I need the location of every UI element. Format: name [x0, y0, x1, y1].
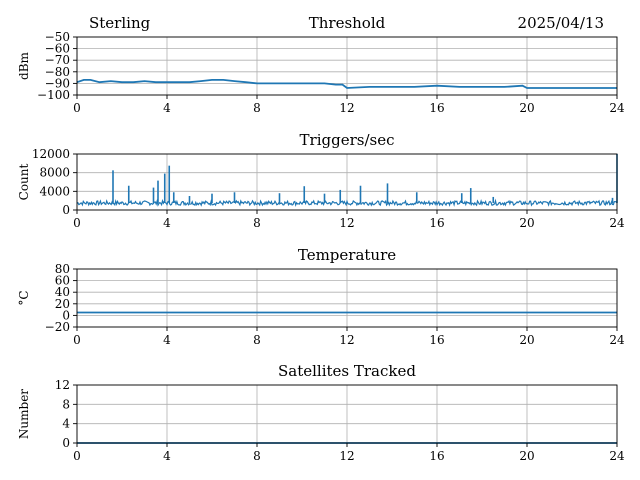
panel-0: 0 4 8 12 16 20 24 −100−90−80−70−60−50 Threshold d…: [17, 14, 625, 115]
y-tick-label: 80: [55, 262, 70, 276]
series-line-0: [76, 79, 617, 89]
y-tick-label: 4000: [39, 184, 70, 198]
x-tick-label: 8: [253, 216, 261, 230]
x-tick-label: 0: [73, 216, 81, 230]
x-tick-label: 20: [519, 333, 534, 347]
station-label: Sterling: [89, 14, 151, 32]
y-axis-label: dBm: [17, 51, 31, 80]
x-tick-label: 16: [429, 216, 444, 230]
x-tick-label: 8: [253, 101, 261, 115]
y-tick-label: −50: [45, 30, 70, 44]
x-tick-label: 4: [163, 216, 171, 230]
y-tick-label: 20: [55, 297, 70, 311]
x-tick-label: 24: [609, 449, 625, 463]
y-tick-label: −90: [45, 76, 70, 90]
x-tick-label: 4: [163, 101, 171, 115]
y-tick-label: 12000: [32, 147, 70, 161]
y-tick-label: 0: [62, 203, 70, 217]
y-axis-label: Number: [17, 389, 31, 439]
x-tick-label: 20: [519, 449, 534, 463]
x-tick-label: 4: [163, 333, 171, 347]
x-tick-label: 16: [429, 101, 444, 115]
y-tick-label: 60: [55, 274, 70, 288]
x-tick-label: 24: [609, 101, 625, 115]
y-axis-label: °C: [17, 290, 31, 305]
y-tick-label: −60: [45, 42, 70, 56]
y-tick-label: 40: [55, 285, 70, 299]
x-tick-label: 24: [609, 333, 625, 347]
x-tick-label: 12: [339, 101, 354, 115]
y-tick-label: 12: [55, 378, 70, 392]
x-tick-label: 16: [429, 333, 444, 347]
y-tick-label: −20: [45, 320, 70, 334]
x-tick-label: 12: [339, 333, 354, 347]
y-tick-label: −80: [45, 65, 70, 79]
chart-title: Triggers/sec: [300, 131, 395, 149]
x-tick-label: 0: [73, 333, 81, 347]
x-tick-label: 8: [253, 333, 261, 347]
y-tick-label: 0: [62, 308, 70, 322]
panels: 0 4 8 12 16 20 24 −100−90−80−70−60−50 Threshold d…: [17, 14, 625, 463]
panel-3: 0 4 8 12 16 20 24 0 4 8 12 Satellites Tracked Number: [17, 362, 625, 463]
y-tick-label: 4: [62, 417, 70, 431]
x-tick-label: 0: [73, 101, 81, 115]
chart-title: Temperature: [298, 246, 396, 264]
x-tick-label: 12: [339, 449, 354, 463]
chart-title: Satellites Tracked: [278, 362, 416, 380]
x-tick-label: 20: [519, 101, 534, 115]
date-label: 2025/04/13: [518, 14, 604, 32]
y-tick-label: −100: [37, 88, 70, 102]
x-tick-label: 20: [519, 216, 534, 230]
panel-1: 0 4 8 12 16 20 24 0 4000 8000 12000 Triggers/sec Cou…: [17, 131, 625, 230]
y-tick-label: 8000: [39, 166, 70, 180]
y-tick-label: −70: [45, 53, 70, 67]
x-tick-label: 0: [73, 449, 81, 463]
x-tick-label: 12: [339, 216, 354, 230]
series-baseline: [76, 198, 618, 207]
x-tick-label: 16: [429, 449, 444, 463]
chart-title: Threshold: [309, 14, 386, 32]
x-tick-label: 24: [609, 216, 625, 230]
y-tick-label: 8: [62, 397, 70, 411]
y-axis-label: Count: [17, 163, 31, 200]
y-tick-label: 0: [62, 436, 70, 450]
x-tick-label: 4: [163, 449, 171, 463]
x-tick-label: 8: [253, 449, 261, 463]
